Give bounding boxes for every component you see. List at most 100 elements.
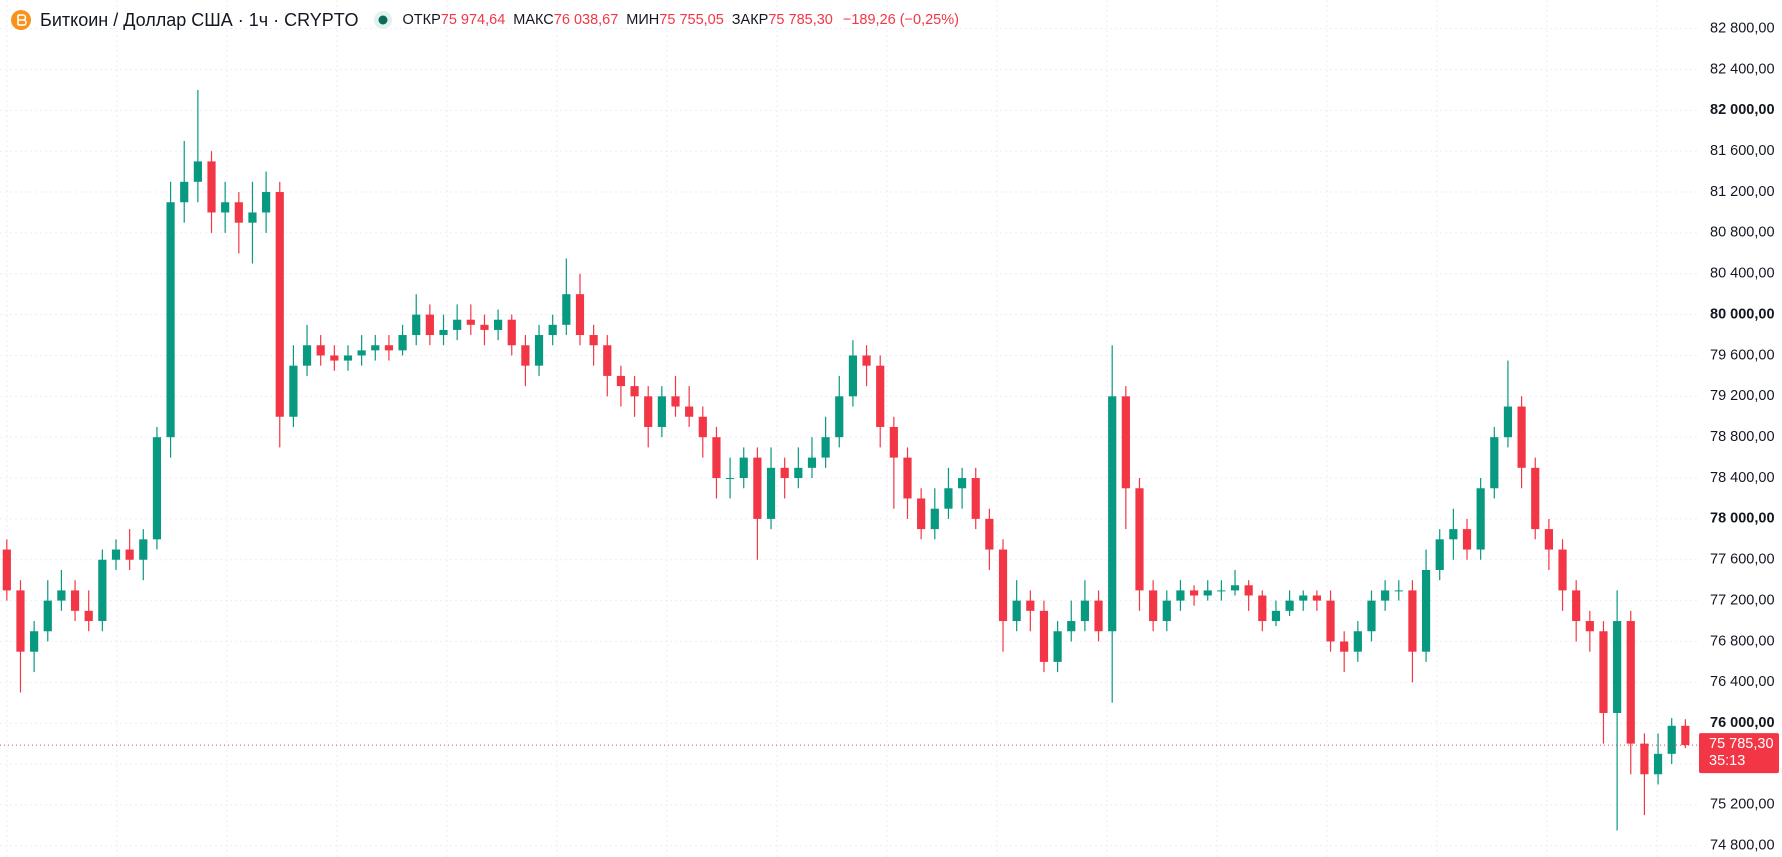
candle-body [2,549,11,591]
candle-body [371,345,380,351]
candle-body [616,375,626,387]
candle-body [753,457,762,519]
candle-body [671,396,680,407]
y-tick-label: 78 000,00 [1710,511,1775,527]
candle-body [917,498,926,530]
candle-body [98,559,107,622]
y-tick-label: 81 200,00 [1710,184,1775,200]
candle-body [562,294,571,325]
candle-body [1367,600,1376,632]
candle-body [903,457,912,499]
candle-body [70,590,80,611]
candle-body [398,335,407,351]
candle-body [1217,590,1226,592]
candle-body [1244,585,1253,596]
y-tick-label: 80 000,00 [1710,306,1775,322]
candle-body [1326,600,1335,642]
candle-body [207,161,216,213]
y-tick-label: 77 600,00 [1710,552,1775,568]
candle-body [1067,621,1076,632]
candle-body [644,396,653,427]
candle-body [1449,529,1458,540]
candle-body [1490,437,1499,489]
candle-body [289,365,298,417]
candle-body [1012,600,1021,622]
candle-body [30,631,39,652]
candle-body [835,396,844,438]
candle-body [712,437,721,479]
candle-body [1544,529,1553,550]
candle-body [1503,406,1513,438]
candle-body [698,416,707,438]
candle-body [57,590,66,601]
candle-body [1080,600,1089,622]
candle-body [534,335,544,366]
candle-body [1626,621,1635,744]
candle-body [889,426,898,458]
ohlc-value: 75 974,64 [440,12,506,28]
candle-body [876,365,885,427]
candle-body [152,437,162,540]
candle-body [412,314,421,336]
candle-body [1258,595,1267,622]
candle-body [971,478,980,519]
candle-body [630,386,639,397]
candle-body [1340,641,1349,652]
candle-body [1039,610,1049,662]
y-tick-label: 75 200,00 [1710,797,1775,813]
y-tick-label: 76 800,00 [1710,633,1775,649]
candle-body [1599,631,1608,713]
market-status[interactable] [372,9,394,31]
candle-body [725,478,735,480]
candle-body [780,467,789,479]
candle-body [1408,590,1417,652]
candle-body [357,350,366,356]
header: Биткоин / Доллар США · 1ч · CRYPTO ОТКР 7… [10,8,959,32]
candle-body [234,202,243,223]
candle-body [1271,610,1281,622]
btc-icon [11,10,31,30]
candle-body [1394,590,1403,592]
candle-body [1162,600,1171,622]
ohlc-label: МАКС [513,12,554,28]
candle-body [848,355,858,397]
candle-body [453,319,462,330]
candle-body [1572,590,1581,622]
y-tick-label: 78 800,00 [1710,429,1775,445]
ohlc-value: 75 785,30 [768,12,833,28]
candle-body [1285,600,1294,611]
candle-body [821,437,830,458]
candle-body [1149,590,1158,622]
candle-body [930,508,939,530]
candle-body [507,319,516,346]
candle-body [1353,631,1362,652]
candle-body [16,590,25,652]
candle-body [1189,590,1199,596]
candle-body [1653,753,1663,775]
y-tick-label: 82 000,00 [1710,102,1775,118]
candle-body [685,406,694,417]
candle-body [1176,590,1185,601]
candle-body [1667,725,1676,754]
candle-body [330,355,339,361]
candle-body [384,345,394,351]
candle-body [248,212,257,223]
symbol-title[interactable]: Биткоин / Доллар США · 1ч · CRYPTO [40,9,359,30]
candle-body [221,202,230,213]
candle-body [575,294,585,336]
candle-body [957,478,967,489]
candle-body [84,610,93,622]
candle-body [343,355,353,361]
candle-body [807,457,817,468]
candle-body [494,319,503,330]
price-tag [1699,733,1779,774]
ohlc-label: МИН [626,12,660,28]
candle-body [180,181,189,203]
candle-body [1094,600,1103,632]
candle-body [139,539,148,560]
y-tick-label: 76 000,00 [1710,715,1775,731]
candle-body [657,396,666,427]
candle-body [302,345,312,366]
candle-body [425,314,434,336]
